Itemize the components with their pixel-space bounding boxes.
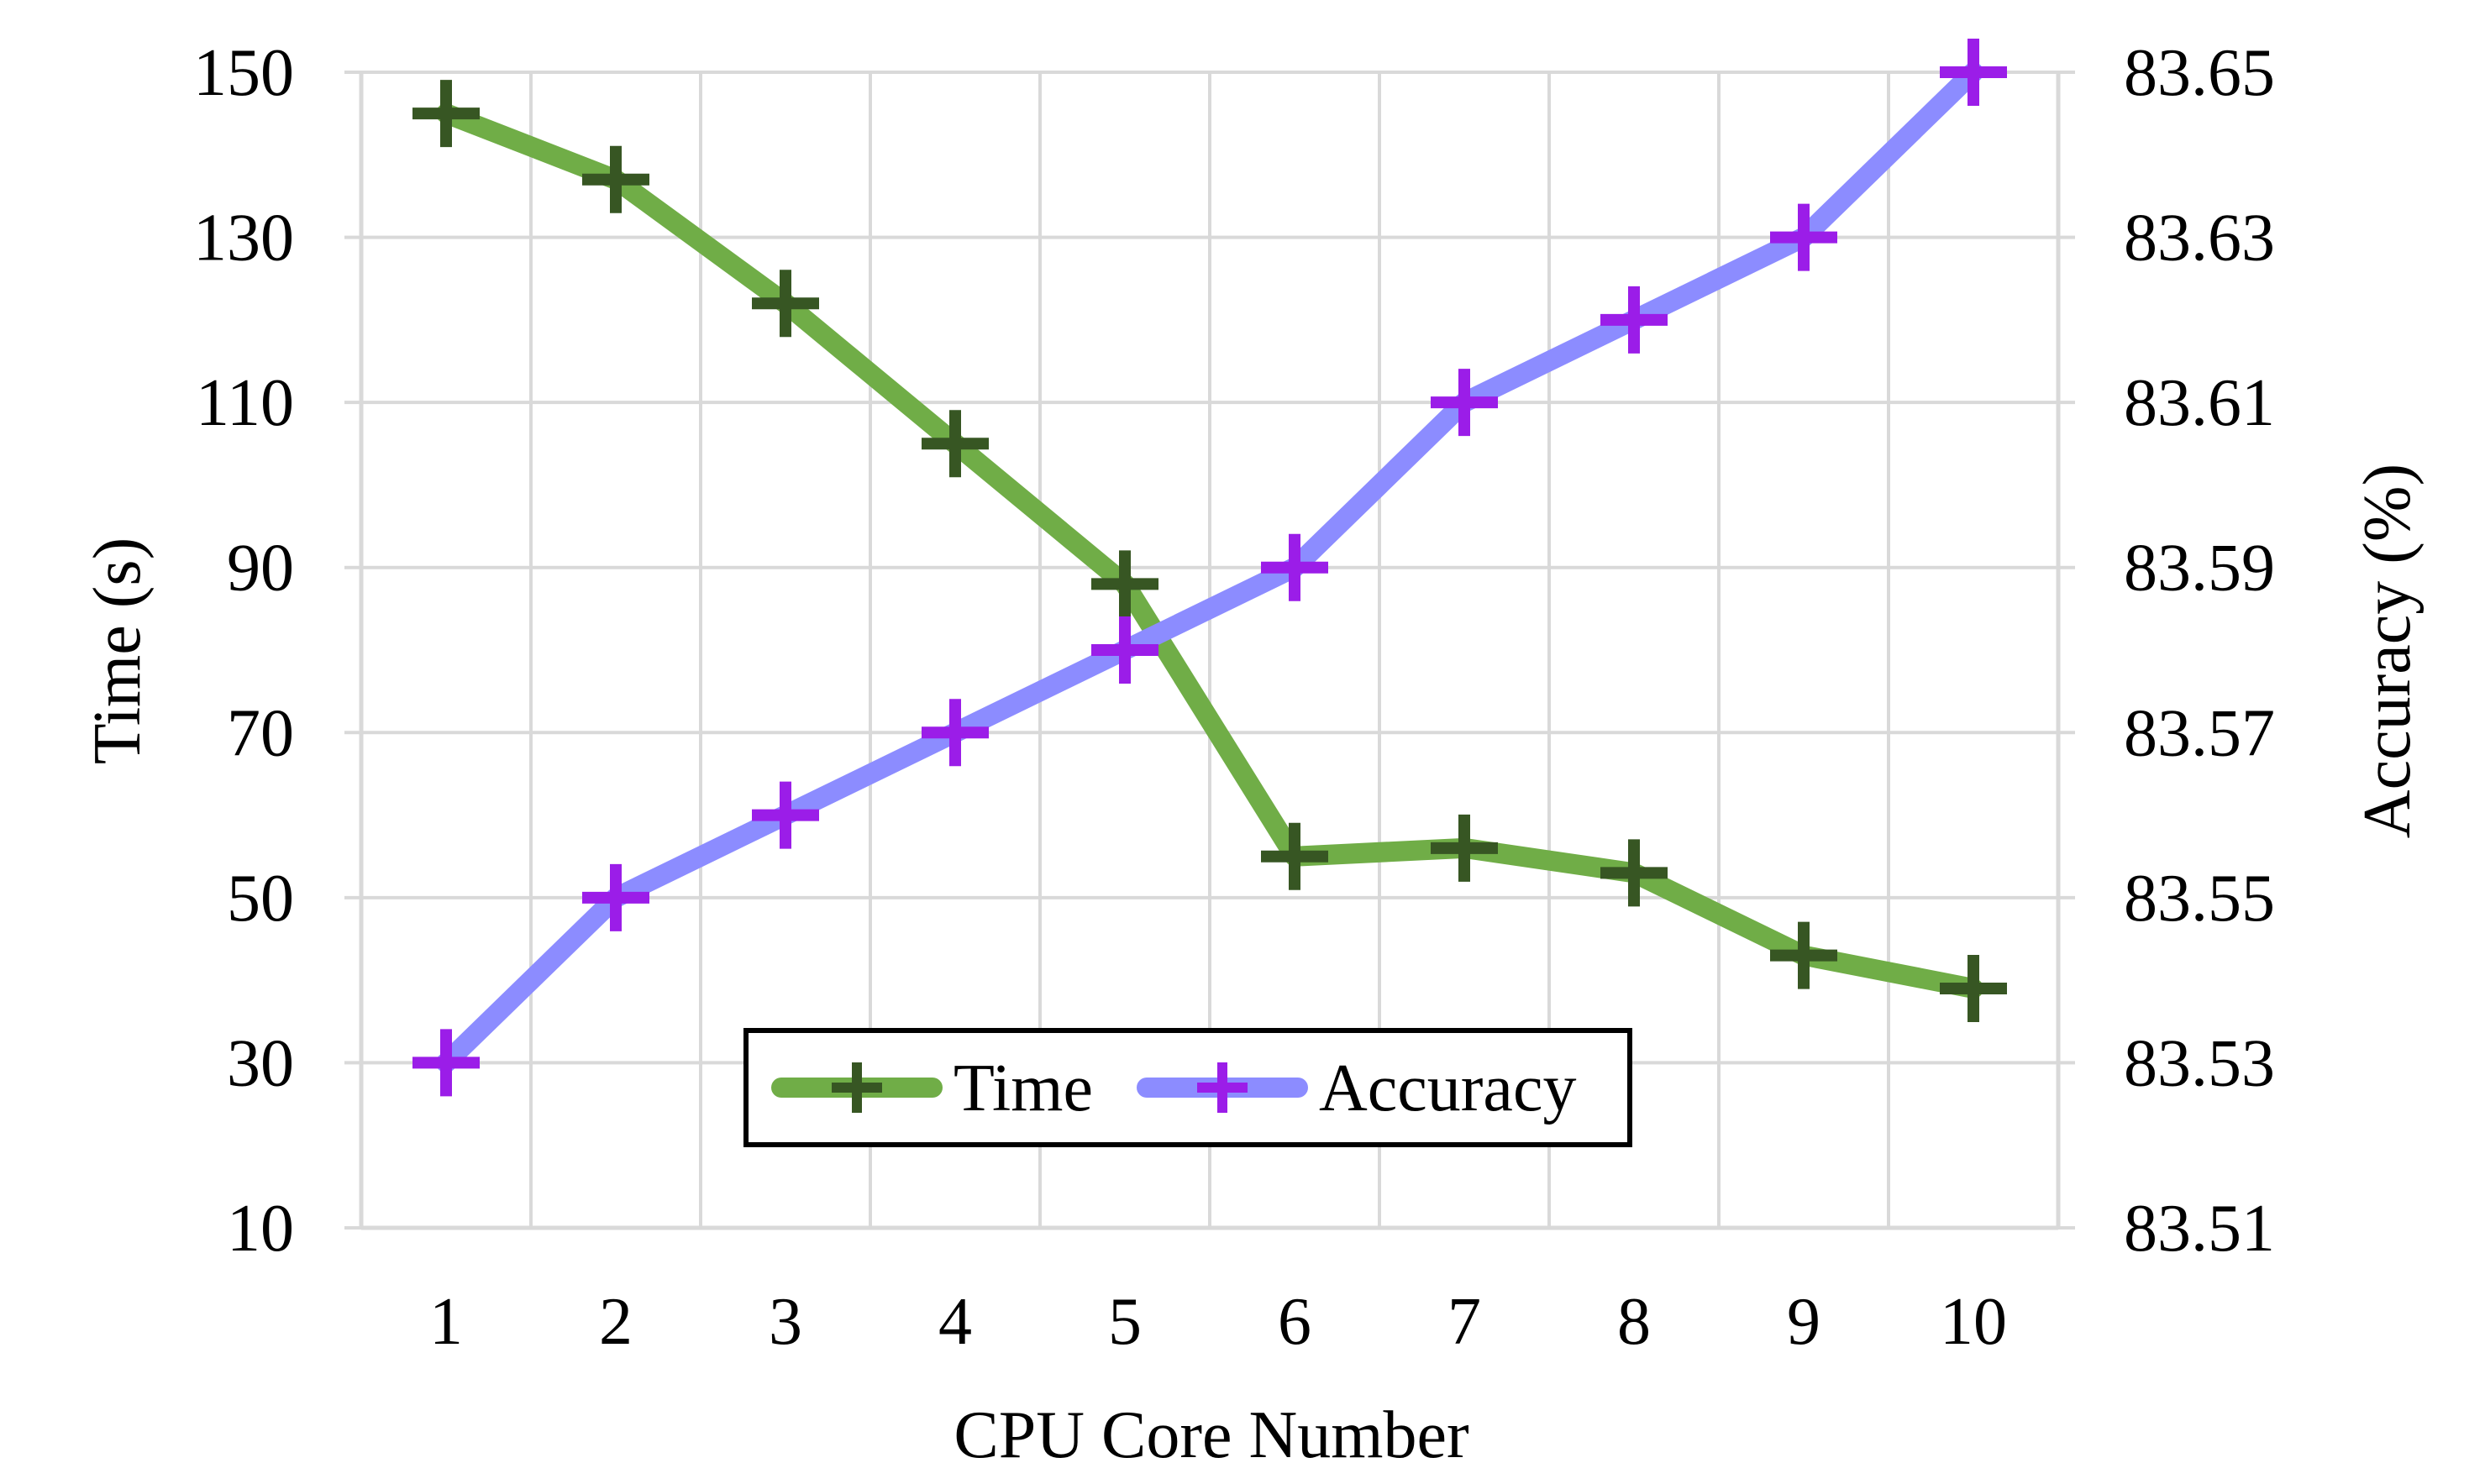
accuracy-data-point xyxy=(582,863,649,931)
x-tick-label: 1 xyxy=(429,1285,463,1359)
x-tick-label: 3 xyxy=(769,1285,802,1359)
right-tick-label: 83.55 xyxy=(2124,862,2275,936)
x-axis-title: CPU Core Number xyxy=(954,1398,1468,1472)
time-data-point xyxy=(1770,921,1837,989)
right-tick-label: 83.61 xyxy=(2124,366,2275,440)
accuracy-series-line xyxy=(436,62,1983,1073)
right-tick-label: 83.63 xyxy=(2124,202,2275,275)
legend: Time Accuracy xyxy=(743,1028,1632,1147)
left-tick-label: 70 xyxy=(227,696,294,770)
x-tick-label: 9 xyxy=(1787,1285,1820,1359)
right-axis-ticks: 83.51 83.53 83.55 83.57 83.59 83.61 83.63 83.65 xyxy=(2058,36,2275,1266)
accuracy-data-point xyxy=(1600,286,1668,354)
right-tick-label: 83.51 xyxy=(2124,1192,2275,1266)
accuracy-data-point xyxy=(1091,616,1158,684)
accuracy-data-point xyxy=(752,781,819,849)
x-tick-label: 2 xyxy=(599,1285,633,1359)
left-tick-label: 30 xyxy=(227,1026,294,1100)
left-axis-title: Time (s) xyxy=(81,537,155,764)
time-data-point xyxy=(1091,550,1158,618)
time-data-point xyxy=(1600,839,1668,907)
left-tick-label: 110 xyxy=(196,366,294,440)
x-axis-ticks: 1 2 3 4 5 6 7 8 9 10 xyxy=(429,1285,2007,1359)
time-legend-label: Time xyxy=(954,1051,1093,1125)
time-data-point xyxy=(1261,822,1328,890)
left-tick-label: 10 xyxy=(227,1192,294,1266)
time-legend-marker xyxy=(832,1062,882,1113)
x-tick-label: 7 xyxy=(1447,1285,1481,1359)
left-tick-label: 90 xyxy=(227,532,294,606)
right-tick-label: 83.57 xyxy=(2124,696,2275,770)
time-data-point xyxy=(412,80,480,148)
time-data-point xyxy=(582,145,649,213)
right-tick-label: 83.59 xyxy=(2124,532,2275,606)
left-axis-ticks: 10 30 50 70 90 110 130 150 xyxy=(193,36,361,1266)
right-axis-title: Accuracy (%) xyxy=(2351,464,2425,838)
left-tick-label: 150 xyxy=(193,36,294,110)
x-tick-label: 10 xyxy=(1940,1285,2007,1359)
accuracy-data-point xyxy=(1940,39,2007,106)
time-data-point xyxy=(752,270,819,338)
accuracy-data-point xyxy=(1431,369,1498,437)
time-data-point xyxy=(1940,954,2007,1022)
accuracy-data-point xyxy=(1261,533,1328,601)
accuracy-data-point xyxy=(1770,203,1837,271)
series-layer xyxy=(412,39,2007,1097)
x-tick-label: 6 xyxy=(1278,1285,1311,1359)
accuracy-legend-label: Accuracy xyxy=(1319,1051,1576,1125)
x-tick-label: 4 xyxy=(938,1285,972,1359)
x-tick-label: 5 xyxy=(1108,1285,1142,1359)
time-data-point xyxy=(922,410,989,478)
time-series-line xyxy=(436,103,1983,999)
accuracy-data-point xyxy=(922,699,989,767)
accuracy-data-point xyxy=(412,1029,480,1097)
time-data-point xyxy=(1431,814,1498,882)
accuracy-legend-marker xyxy=(1197,1062,1248,1113)
left-tick-label: 50 xyxy=(227,862,294,936)
x-tick-label: 8 xyxy=(1617,1285,1651,1359)
right-tick-label: 83.53 xyxy=(2124,1026,2275,1100)
left-tick-label: 130 xyxy=(193,202,294,275)
right-tick-label: 83.65 xyxy=(2124,36,2275,110)
